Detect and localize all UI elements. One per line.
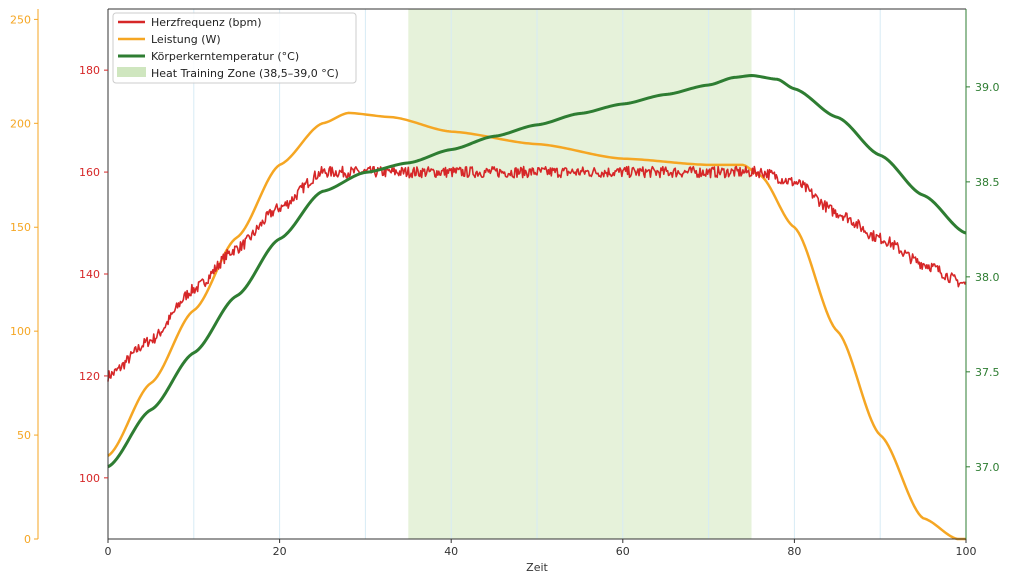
power-tick-label: 200 bbox=[10, 117, 31, 130]
heart-rate-tick-label: 120 bbox=[79, 370, 100, 383]
heart-rate-tick-label: 100 bbox=[79, 472, 100, 485]
x-tick-label: 60 bbox=[616, 545, 630, 558]
legend-label-heart-rate: Herzfrequenz (bpm) bbox=[151, 16, 261, 29]
x-tick-label: 80 bbox=[787, 545, 801, 558]
core-temp-tick-label: 39.0 bbox=[975, 81, 1000, 94]
legend-label-heat-zone: Heat Training Zone (38,5–39,0 °C) bbox=[151, 67, 339, 80]
core-temp-tick-label: 37.5 bbox=[975, 366, 1000, 379]
x-tick-label: 0 bbox=[105, 545, 112, 558]
heart-rate-tick-label: 160 bbox=[79, 166, 100, 179]
series-core-temp-line bbox=[107, 73, 967, 469]
power-tick-label: 150 bbox=[10, 221, 31, 234]
power-tick-label: 0 bbox=[24, 533, 31, 546]
power-tick-label: 50 bbox=[17, 429, 31, 442]
x-tick-label: 100 bbox=[956, 545, 977, 558]
series-layer bbox=[107, 73, 967, 541]
x-tick-label: 40 bbox=[444, 545, 458, 558]
legend: Herzfrequenz (bpm) Leistung (W) Körperke… bbox=[112, 12, 357, 84]
heat-training-zone bbox=[408, 9, 752, 539]
heat-zone-layer bbox=[408, 9, 752, 539]
series-power-line bbox=[107, 111, 966, 541]
heart-rate-tick-label: 180 bbox=[79, 64, 100, 77]
axes-layer: 0 20 40 60 80 100 100 120 140 160 180 0 50 100 150 200 2… bbox=[10, 8, 1000, 558]
power-tick-label: 250 bbox=[10, 13, 31, 26]
core-temp-tick-label: 37.0 bbox=[975, 461, 1000, 474]
core-temp-tick-label: 38.0 bbox=[975, 271, 1000, 284]
core-temp-tick-label: 38.5 bbox=[975, 176, 1000, 189]
legend-swatch-heat-zone bbox=[117, 67, 146, 77]
x-axis-title: Zeit bbox=[526, 561, 548, 574]
series-heart-rate-line bbox=[107, 165, 967, 382]
heart-rate-tick-label: 140 bbox=[79, 268, 100, 281]
x-tick-label: 20 bbox=[273, 545, 287, 558]
legend-label-core-temp: Körperkerntemperatur (°C) bbox=[151, 50, 299, 63]
gridline-layer bbox=[193, 9, 881, 539]
power-tick-label: 100 bbox=[10, 325, 31, 338]
legend-label-power: Leistung (W) bbox=[151, 33, 221, 46]
legend-box bbox=[112, 12, 357, 84]
